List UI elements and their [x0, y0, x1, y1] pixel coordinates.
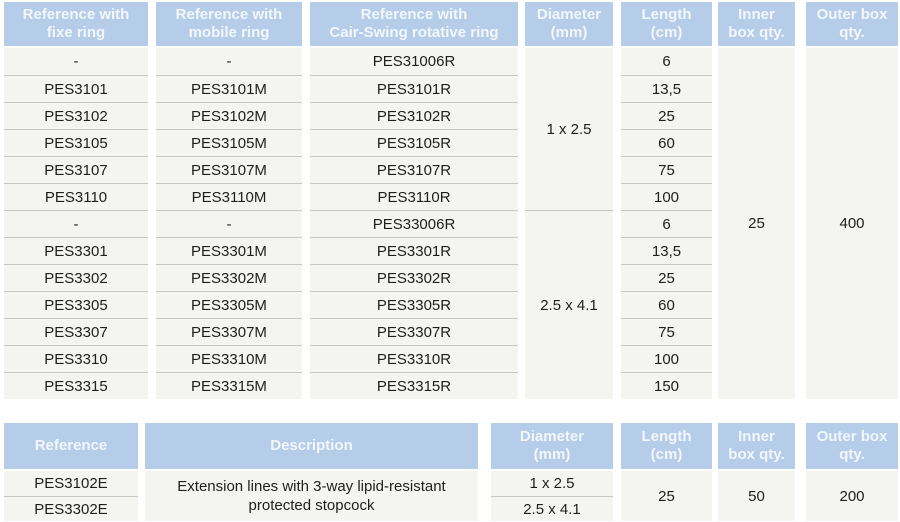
table-cell: PES3107 — [4, 156, 148, 183]
table-cell: 150 — [621, 372, 712, 399]
table-cell: PES3302M — [156, 264, 302, 291]
ext-outer-box-qty-cell: 200 — [806, 471, 898, 521]
column-diameter: Diameter (mm) 1 x 2.5 2.5 x 4.1 — [525, 2, 613, 399]
table-cell: PES3101R — [310, 75, 518, 102]
column-header-ext-diameter: Diameter (mm) — [491, 423, 613, 469]
column-header-reference: Reference — [4, 423, 138, 469]
column-cells-rotative-ring: PES31006R PES3101R PES3102R PES3105R PES3107… — [310, 48, 518, 399]
table-cell: PES3105 — [4, 129, 148, 156]
table-cell: PES3302R — [310, 264, 518, 291]
table-cell: PES3305R — [310, 291, 518, 318]
table-cell: PES3101M — [156, 75, 302, 102]
diameter-group-cell: 2.5 x 4.1 — [525, 210, 613, 399]
table-cell: PES3102M — [156, 102, 302, 129]
column-header-description: Description — [145, 423, 478, 469]
column-cells-length: 6 13,5 25 60 75 100 6 13,5 25 60 75 100 150 — [621, 48, 712, 399]
column-outer-box-qty: Outer box qty. 400 — [806, 2, 898, 399]
table-cell: PES3310M — [156, 345, 302, 372]
table-cell: PES3105M — [156, 129, 302, 156]
table-cell: PES3110R — [310, 183, 518, 210]
table-cell: PES3315M — [156, 372, 302, 399]
table-cell: PES3105R — [310, 129, 518, 156]
table-cell: 100 — [621, 345, 712, 372]
column-cells-mobile-ring: - PES3101M PES3102M PES3105M PES3107M PES3110… — [156, 48, 302, 399]
table-cell: PES3102R — [310, 102, 518, 129]
column-header-ext-outer-box-qty: Outer box qty. — [806, 423, 898, 469]
table-cell: PES3307M — [156, 318, 302, 345]
diameter-group-cell: 1 x 2.5 — [525, 48, 613, 210]
table-cell: PES3305M — [156, 291, 302, 318]
column-cells-fixe-ring: - PES3101 PES3102 PES3105 PES3107 PES3110- PES… — [4, 48, 148, 399]
table-cell: PES3107R — [310, 156, 518, 183]
table-cell: - — [156, 210, 302, 237]
table-cell: PES3101 — [4, 75, 148, 102]
column-header-inner-box-qty: Inner box qty. — [718, 2, 795, 46]
table-cell: PES3302 — [4, 264, 148, 291]
table-cell: 13,5 — [621, 237, 712, 264]
table-cell: 6 — [621, 48, 712, 75]
table-cell: PES3110M — [156, 183, 302, 210]
table-cell: 2.5 x 4.1 — [491, 496, 613, 521]
extension-table: Reference PES3102E PES3302E Description E… — [0, 423, 900, 522]
outer-box-qty-cell: 400 — [806, 48, 898, 399]
table-cell: PES3102 — [4, 102, 148, 129]
column-header-ext-inner-box-qty: Inner box qty. — [718, 423, 795, 469]
column-ext-inner-box-qty: Inner box qty. 50 — [718, 423, 795, 521]
column-fixe-ring: Reference with fixe ring - PES3101 PES3102… — [4, 2, 148, 399]
table-cell: 60 — [621, 129, 712, 156]
table-cell: - — [4, 48, 148, 75]
table-cell: PES3302E — [4, 496, 138, 521]
product-table: Reference with fixe ring - PES3101 PES3102… — [0, 2, 900, 399]
column-ext-diameter: Diameter (mm) 1 x 2.5 2.5 x 4.1 — [491, 423, 613, 521]
table-cell: PES3307R — [310, 318, 518, 345]
table-cell: 6 — [621, 210, 712, 237]
column-header-ext-length: Length (cm) — [621, 423, 712, 469]
table-cell: PES3305 — [4, 291, 148, 318]
table-cell: PES3315 — [4, 372, 148, 399]
inner-box-qty-cell: 25 — [718, 48, 795, 399]
column-cells-reference: PES3102E PES3302E — [4, 471, 138, 521]
table-cell: 75 — [621, 318, 712, 345]
column-header-rotative-ring: Reference with Cair-Swing rotative ring — [310, 2, 518, 46]
column-inner-box-qty: Inner box qty. 25 — [718, 2, 795, 399]
table-cell: 100 — [621, 183, 712, 210]
table-cell: PES3301 — [4, 237, 148, 264]
column-mobile-ring: Reference with mobile ring - PES3101M PES3… — [156, 2, 302, 399]
ext-inner-box-qty-cell: 50 — [718, 471, 795, 521]
table-cell: PES3301M — [156, 237, 302, 264]
column-cells-ext-diameter: 1 x 2.5 2.5 x 4.1 — [491, 471, 613, 521]
column-ext-length: Length (cm) 25 — [621, 423, 712, 521]
column-header-fixe-ring: Reference with fixe ring — [4, 2, 148, 46]
column-header-length: Length (cm) — [621, 2, 712, 46]
table-cell: PES3107M — [156, 156, 302, 183]
table-cell: PES3307 — [4, 318, 148, 345]
table-cell: - — [4, 210, 148, 237]
column-rotative-ring: Reference with Cair-Swing rotative ring … — [310, 2, 518, 399]
table-cell: - — [156, 48, 302, 75]
table-cell: 13,5 — [621, 75, 712, 102]
column-ext-outer-box-qty: Outer box qty. 200 — [806, 423, 898, 521]
column-description: Description Extension lines with 3-way l… — [145, 423, 478, 521]
table-cell: 75 — [621, 156, 712, 183]
ext-length-cell: 25 — [621, 471, 712, 521]
table-cell: PES31006R — [310, 48, 518, 75]
table-cell: PES3310R — [310, 345, 518, 372]
table-cell: PES3301R — [310, 237, 518, 264]
column-reference: Reference PES3102E PES3302E — [4, 423, 138, 521]
column-header-outer-box-qty: Outer box qty. — [806, 2, 898, 46]
table-cell: PES33006R — [310, 210, 518, 237]
table-cell: 60 — [621, 291, 712, 318]
table-cell: 1 x 2.5 — [491, 471, 613, 496]
column-length: Length (cm) 6 13,5 25 60 75 100 6 13,5 25 60 75 100… — [621, 2, 712, 399]
table-cell: PES3315R — [310, 372, 518, 399]
column-header-diameter: Diameter (mm) — [525, 2, 613, 46]
column-header-mobile-ring: Reference with mobile ring — [156, 2, 302, 46]
table-cell: 25 — [621, 102, 712, 129]
table-cell: PES3102E — [4, 471, 138, 496]
table-cell: PES3310 — [4, 345, 148, 372]
table-cell: 25 — [621, 264, 712, 291]
description-cell: Extension lines with 3-way lipid-resista… — [145, 471, 478, 521]
table-cell: PES3110 — [4, 183, 148, 210]
